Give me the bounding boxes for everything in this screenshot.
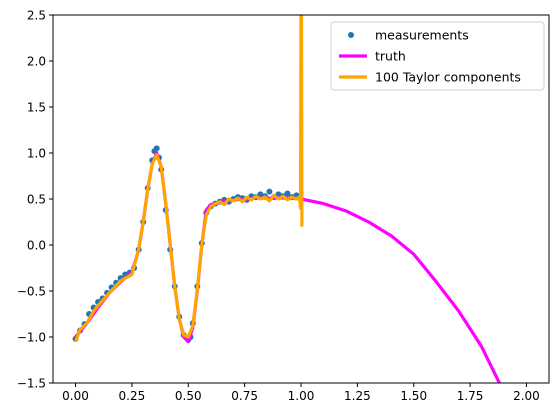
y-tick-label: 2.5 bbox=[27, 9, 46, 23]
x-tick-label: 1.75 bbox=[457, 389, 484, 403]
x-tick-label: 1.50 bbox=[400, 389, 427, 403]
legend-label: measurements bbox=[375, 28, 469, 43]
y-tick-label: −1.5 bbox=[17, 377, 46, 391]
y-tick-label: 1.0 bbox=[27, 147, 46, 161]
legend-label: 100 Taylor components bbox=[375, 70, 521, 85]
x-tick-label: 1.25 bbox=[344, 389, 371, 403]
y-tick-label: −0.5 bbox=[17, 285, 46, 299]
x-tick-label: 0.75 bbox=[231, 389, 258, 403]
x-tick-label: 0.50 bbox=[175, 389, 202, 403]
scatter-point bbox=[266, 188, 273, 195]
line-series-2 bbox=[74, 15, 304, 343]
x-tick-label: 0.00 bbox=[62, 389, 89, 403]
legend: measurements truth 100 Taylor components bbox=[330, 21, 545, 91]
y-tick-label: 1.5 bbox=[27, 101, 46, 115]
y-tick-label: 0.5 bbox=[27, 193, 46, 207]
plot-area bbox=[72, 15, 501, 383]
legend-label: truth bbox=[375, 49, 406, 64]
y-tick-label: 0.0 bbox=[27, 239, 46, 253]
scatter-point bbox=[153, 145, 160, 152]
scatter-point bbox=[257, 191, 264, 198]
x-tick-label: 1.00 bbox=[288, 389, 315, 403]
axes: 0.00 0.25 0.50 0.75 1.00 1.25 1.50 1.75 2.00 −1.5… bbox=[17, 9, 550, 403]
x-tick-label: 0.25 bbox=[119, 389, 146, 403]
y-tick-label: 2.0 bbox=[27, 55, 46, 69]
x-tick-label: 2.00 bbox=[513, 389, 540, 403]
legend-box bbox=[330, 21, 545, 91]
y-tick-label: −1.0 bbox=[17, 331, 46, 345]
scatter-point bbox=[284, 190, 291, 197]
legend-marker bbox=[348, 32, 354, 38]
